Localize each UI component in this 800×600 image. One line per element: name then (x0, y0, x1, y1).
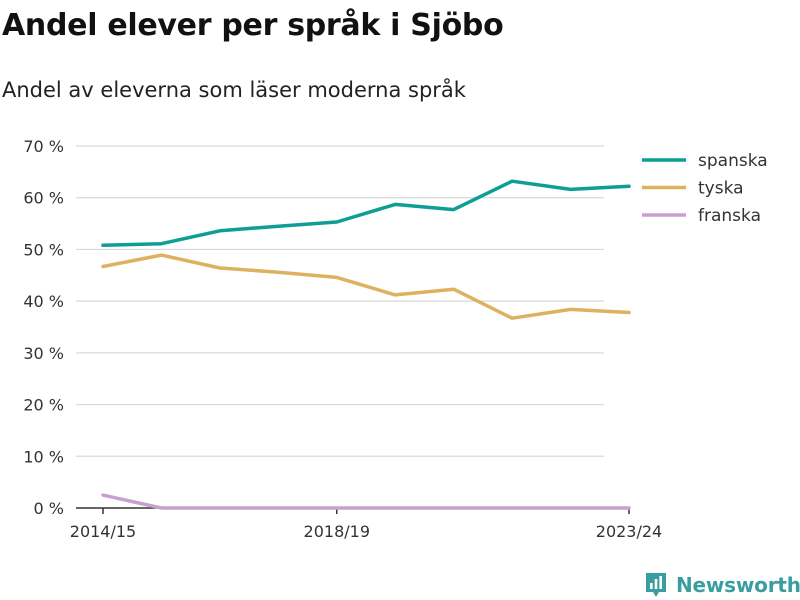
y-tick-label: 40 % (23, 292, 64, 311)
brand-label: Newsworthy (676, 573, 800, 597)
chart-title: Andel elever per språk i Sjöbo (2, 8, 504, 43)
newsworthy-logo: Newsworthy (644, 570, 800, 600)
x-tick-label: 2014/15 (70, 522, 136, 541)
y-tick-label: 60 % (23, 189, 64, 208)
y-tick-label: 20 % (23, 396, 64, 415)
series-line-tyska (101, 253, 631, 320)
chart-subtitle: Andel av eleverna som läser moderna språ… (2, 78, 466, 102)
series-line-franska (101, 493, 631, 510)
bar-chart-icon (646, 573, 666, 597)
series-line-spanska (101, 179, 631, 248)
legend-label-tyska: tyska (698, 179, 744, 199)
y-tick-label: 70 % (23, 137, 64, 156)
legend-label-spanska: spanska (698, 151, 768, 171)
x-tick-label: 2023/24 (596, 522, 662, 541)
x-tick-label: 2018/19 (304, 522, 370, 541)
y-tick-label: 30 % (23, 344, 64, 363)
y-tick-label: 10 % (23, 447, 64, 466)
y-tick-label: 0 % (34, 499, 64, 518)
legend-label-franska: franska (698, 206, 761, 226)
y-tick-label: 50 % (23, 240, 64, 259)
